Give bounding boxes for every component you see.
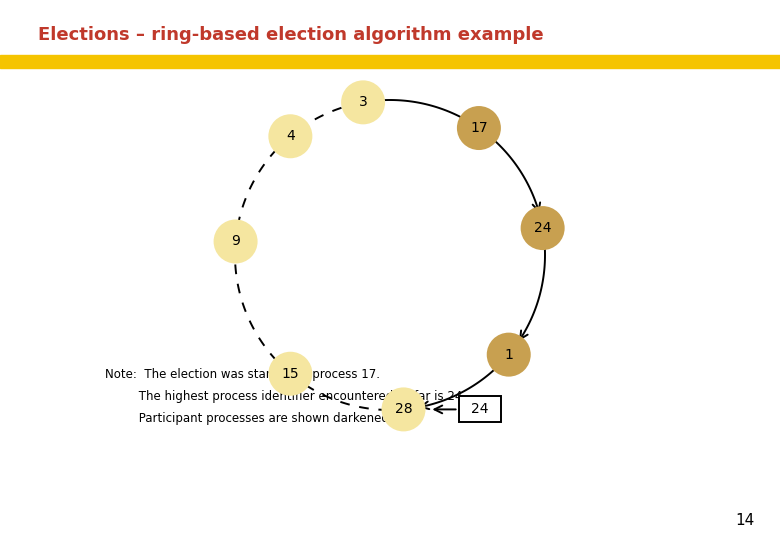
Circle shape <box>381 387 426 431</box>
Text: 28: 28 <box>395 402 413 416</box>
Circle shape <box>214 219 257 264</box>
Circle shape <box>341 80 385 124</box>
Circle shape <box>457 106 501 150</box>
Circle shape <box>268 114 312 158</box>
Text: 24: 24 <box>534 221 551 235</box>
Text: 9: 9 <box>231 234 240 248</box>
Circle shape <box>520 206 565 250</box>
FancyBboxPatch shape <box>459 396 501 422</box>
Text: Elections – ring-based election algorithm example: Elections – ring-based election algorith… <box>38 26 544 44</box>
Text: 15: 15 <box>282 367 300 381</box>
Bar <box>0 55 780 68</box>
Text: 4: 4 <box>286 129 295 143</box>
Text: 24: 24 <box>471 402 488 416</box>
Text: Note:  The election was started by process 17.: Note: The election was started by proces… <box>105 368 380 381</box>
Text: 14: 14 <box>736 513 755 528</box>
Text: Participant processes are shown darkened: Participant processes are shown darkened <box>105 412 389 425</box>
Text: 3: 3 <box>359 96 367 110</box>
Text: The highest process identifier encountered so far is 24.: The highest process identifier encounter… <box>105 390 466 403</box>
Text: 17: 17 <box>470 121 488 135</box>
Circle shape <box>268 352 312 396</box>
Circle shape <box>487 333 530 376</box>
Text: 1: 1 <box>505 348 513 362</box>
